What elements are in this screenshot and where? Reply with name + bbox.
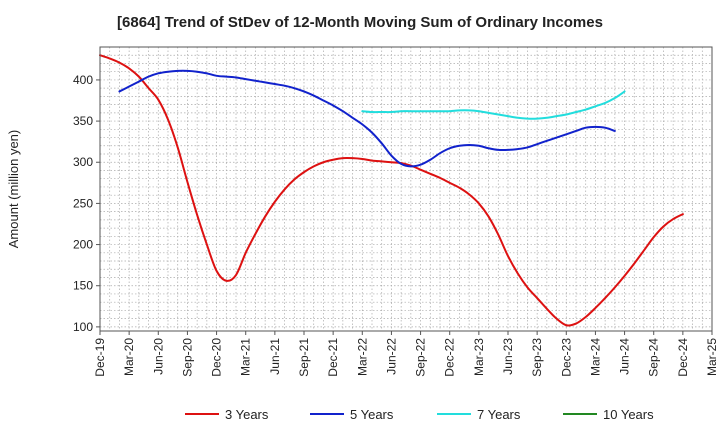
y-tick-label: 100	[73, 320, 93, 334]
x-tick-label: Mar-20	[122, 338, 136, 376]
plot-frame	[99, 46, 713, 332]
x-tick-label: Dec-19	[93, 338, 107, 377]
x-tick-label: Sep-21	[297, 338, 311, 377]
y-tick-label: 250	[73, 196, 93, 210]
y-axis-label: Amount (million yen)	[6, 130, 21, 249]
y-tick-label: 150	[73, 279, 93, 293]
legend-label-10-years: 10 Years	[603, 407, 654, 422]
y-tick-label: 300	[73, 155, 93, 169]
series-line-3-years	[99, 54, 684, 327]
x-tick-label: Sep-20	[180, 338, 194, 377]
series-line-5-years	[118, 69, 616, 168]
tick-layer: 100 150 200 250 300 350 400 Dec-19 Mar-20 Jun-20 S…	[73, 73, 719, 377]
x-tick-label: Jun-20	[151, 338, 165, 375]
x-tick-label: Jun-21	[268, 338, 282, 375]
chart-title: [6864] Trend of StDev of 12-Month Moving…	[117, 14, 603, 31]
x-tick-label: Dec-24	[676, 338, 690, 377]
x-tick-label: Mar-23	[472, 338, 486, 376]
x-tick-label: Sep-22	[414, 338, 428, 377]
x-tick-label: Mar-25	[705, 338, 719, 376]
grid-layer	[100, 47, 712, 331]
x-tick-label: Sep-24	[647, 338, 661, 377]
y-tick-label: 400	[73, 73, 93, 87]
legend-label-7-years: 7 Years	[477, 407, 521, 422]
x-tick-label: Sep-23	[530, 338, 544, 377]
legend-label-5-years: 5 Years	[350, 407, 394, 422]
legend: 3 Years 5 Years 7 Years 10 Years	[185, 407, 654, 422]
x-tick-label: Jun-23	[501, 338, 515, 375]
legend-label-3-years: 3 Years	[225, 407, 269, 422]
y-tick-label: 200	[73, 238, 93, 252]
y-tick-label: 350	[73, 114, 93, 128]
series-line-7-years	[361, 90, 626, 120]
x-tick-label: Jun-22	[384, 338, 398, 375]
x-tick-label: Mar-21	[239, 338, 253, 376]
x-tick-label: Dec-22	[443, 338, 457, 377]
x-tick-label: Dec-20	[210, 338, 224, 377]
x-tick-label: Mar-24	[588, 338, 602, 376]
series-layer	[99, 54, 684, 327]
x-tick-label: Mar-22	[355, 338, 369, 376]
x-tick-label: Dec-21	[326, 338, 340, 377]
x-tick-label: Dec-23	[559, 338, 573, 377]
x-tick-label: Jun-24	[618, 338, 632, 375]
